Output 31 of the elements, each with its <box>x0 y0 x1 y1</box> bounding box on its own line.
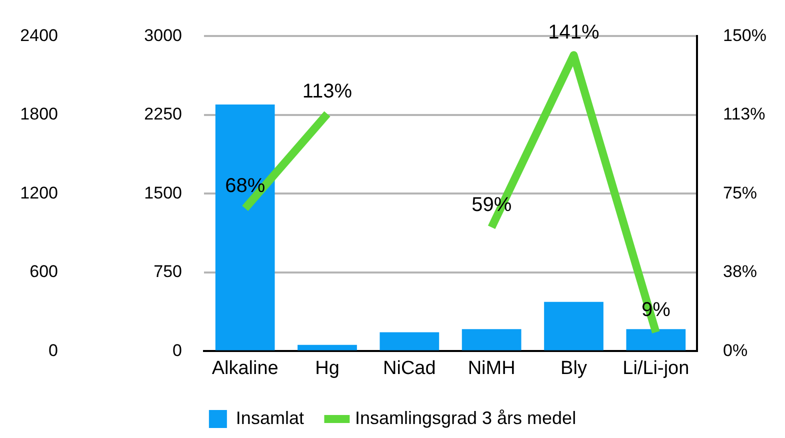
bar <box>626 329 686 350</box>
y2-tick-label: 113% <box>723 104 766 124</box>
y-tick-label: 0 <box>172 340 182 360</box>
y-tick-label: 2250 <box>144 104 182 124</box>
legend-label: Insamlat <box>236 408 304 428</box>
y3-tick-label: 0 <box>48 340 58 360</box>
bar <box>215 104 275 350</box>
x-tick-label: NiMH <box>468 358 516 379</box>
y-tick-label: 3000 <box>144 26 182 45</box>
y2-tick-label: 38% <box>723 262 758 282</box>
legend-label: Insamlingsgrad 3 års medel <box>354 408 576 428</box>
data-label: 113% <box>302 80 352 102</box>
y3-tick-label: 600 <box>30 262 58 282</box>
bar <box>380 332 440 350</box>
bar <box>544 302 604 350</box>
x-tick-label: Bly <box>560 358 588 379</box>
bar <box>462 329 522 350</box>
y3-tick-label: 1800 <box>20 104 58 124</box>
x-tick-label: Hg <box>315 358 340 379</box>
y-tick-label: 750 <box>154 262 182 282</box>
x-tick-label: Alkaline <box>212 358 278 379</box>
y3-tick-label: 2400 <box>20 26 58 45</box>
y-tick-label: 1500 <box>144 183 182 202</box>
y3-tick-label: 1200 <box>20 183 58 202</box>
x-tick-label: Li/Li-jon <box>622 358 690 379</box>
data-label: 141% <box>548 22 600 44</box>
y2-tick-label: 0% <box>723 340 748 360</box>
bar <box>298 344 357 350</box>
x-tick-label: NiCad <box>383 358 436 379</box>
y2-tick-label: 75% <box>723 183 758 202</box>
y2-tick-label: 150% <box>723 26 766 45</box>
